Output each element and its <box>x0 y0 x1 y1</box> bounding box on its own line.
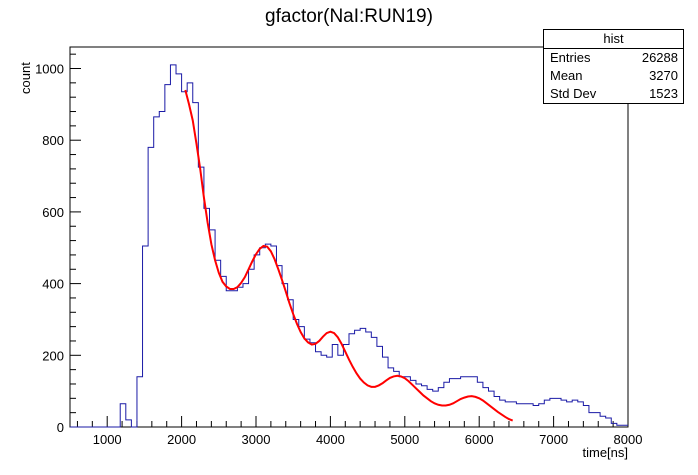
stats-row-mean: Mean 3270 <box>544 67 683 85</box>
chart-title: gfactor(NaI:RUN19) <box>265 6 433 27</box>
x-tick-label: 8000 <box>614 432 643 447</box>
stats-row-entries: Entries 26288 <box>544 49 683 67</box>
plot-frame <box>69 46 629 428</box>
x-tick-label: 1000 <box>93 432 122 447</box>
x-tick-label: 6000 <box>465 432 494 447</box>
histogram-series <box>70 64 628 428</box>
y-tick-label: 600 <box>42 205 64 220</box>
x-tick-label: 5000 <box>390 432 419 447</box>
x-tick-label: 4000 <box>316 432 345 447</box>
stats-label: Mean <box>550 68 583 83</box>
y-tick-label: 800 <box>42 133 64 148</box>
y-axis-label: count <box>18 62 33 94</box>
stats-value: 26288 <box>641 50 678 65</box>
stats-box: hist Entries 26288 Mean 3270 Std Dev 152… <box>543 29 684 104</box>
y-tick-label: 0 <box>57 420 64 435</box>
fit-curve <box>184 89 514 422</box>
stats-row-stddev: Std Dev 1523 <box>544 85 683 103</box>
x-tick-label: 2000 <box>167 432 196 447</box>
stats-value: 3270 <box>649 68 678 83</box>
y-tick-label: 200 <box>42 348 64 363</box>
x-tick-label: 3000 <box>242 432 271 447</box>
x-tick-label: 7000 <box>539 432 568 447</box>
stats-title: hist <box>544 30 683 49</box>
stats-label: Std Dev <box>550 86 597 101</box>
stats-value: 1523 <box>649 86 678 101</box>
stats-label: Entries <box>550 50 591 65</box>
x-axis-label: time[ns] <box>582 445 628 460</box>
y-tick-label: 400 <box>42 277 64 292</box>
y-tick-label: 1000 <box>35 62 64 77</box>
